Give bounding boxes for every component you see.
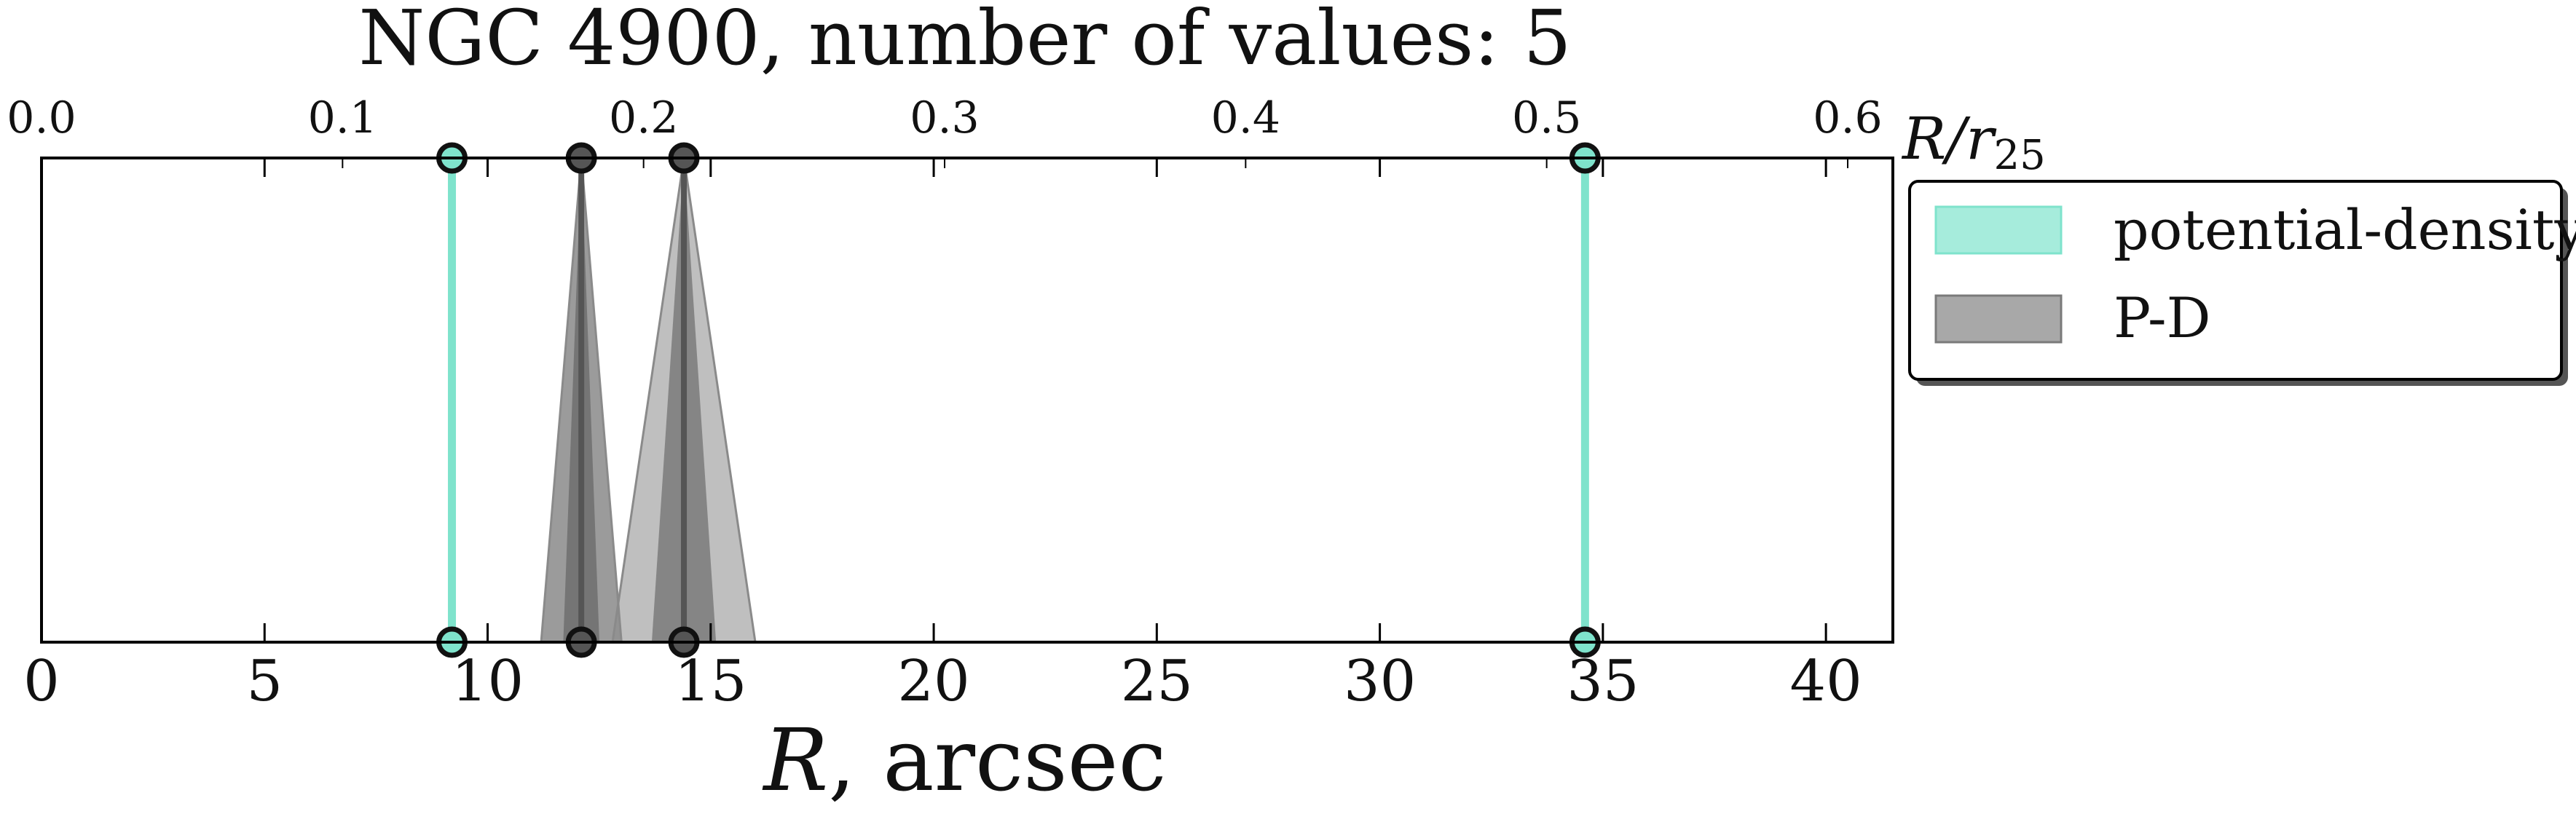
top-axis-label: R/r25 — [1901, 105, 2046, 179]
top-tick-label: 0.6 — [1813, 92, 1882, 143]
top-tick-label: 0.0 — [7, 92, 76, 143]
x-tick-label: 30 — [1344, 649, 1416, 714]
bottom-axis: 0 5 10 15 20 25 30 35 40 — [23, 158, 1862, 714]
legend-label-pd: P-D — [2114, 285, 2211, 350]
chart-title: NGC 4900, number of values: 5 — [358, 0, 1571, 82]
x-tick-label: 15 — [674, 649, 747, 714]
legend-label-potential-density: potential-density — [2114, 197, 2576, 262]
plot-frame — [40, 157, 1894, 644]
top-tick-label: 0.2 — [609, 92, 678, 143]
top-tick-label: 0.1 — [308, 92, 377, 143]
legend-swatch-pd — [1934, 294, 2063, 344]
legend: potential-density P-D — [1908, 180, 2576, 386]
top-tick-label: 0.5 — [1512, 92, 1581, 143]
top-tick-label: 0.3 — [910, 92, 979, 143]
x-tick-label: 25 — [1121, 649, 1193, 714]
x-axis-label: R, arcsec — [762, 710, 1166, 810]
x-tick-label: 5 — [246, 649, 283, 714]
plot-area — [40, 157, 1894, 644]
x-tick-label: 20 — [897, 649, 969, 714]
x-tick-label: 40 — [1789, 649, 1862, 714]
x-tick-label: 35 — [1567, 649, 1639, 714]
top-tick-label: 0.4 — [1211, 92, 1280, 143]
x-tick-label: 10 — [452, 649, 524, 714]
x-tick-label: 0 — [23, 649, 60, 714]
legend-swatch-potential-density — [1934, 205, 2063, 255]
legend-box — [1908, 180, 2563, 381]
top-axis: 0.0 0.1 0.2 0.3 0.4 0.5 0.6 — [7, 92, 1883, 168]
